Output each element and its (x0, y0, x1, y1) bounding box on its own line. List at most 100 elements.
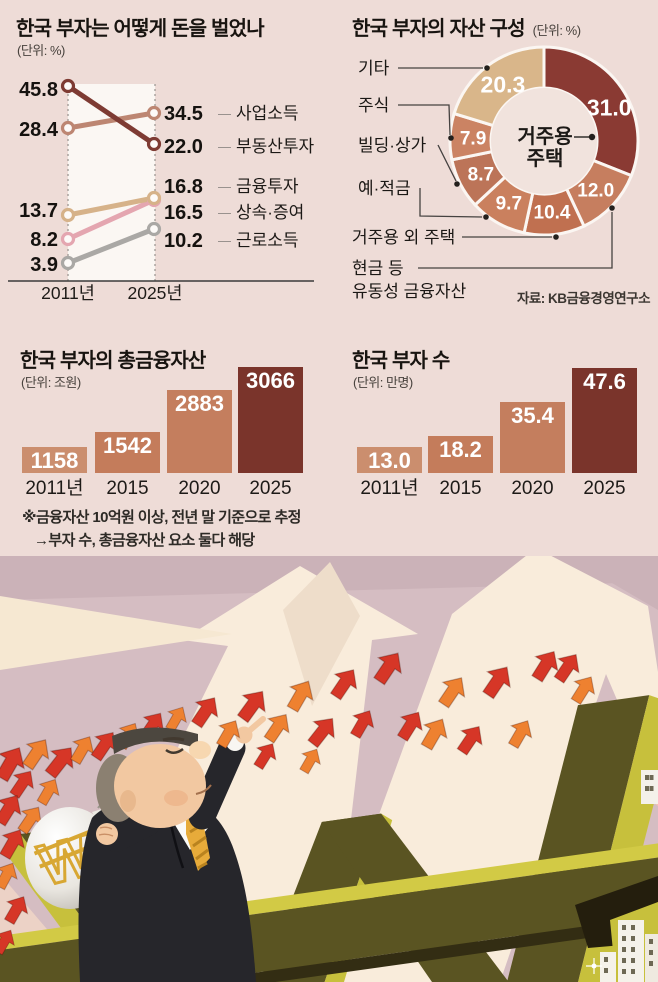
bar-2020 (167, 390, 232, 473)
bar-2025 (238, 367, 303, 473)
bar-category: 2025 (583, 478, 625, 499)
building-1 (645, 934, 658, 982)
slice-value: 10.4 (534, 203, 571, 224)
slope-line-2 (65, 197, 157, 242)
hair-top (112, 727, 198, 754)
arrows-front (190, 650, 596, 775)
slope-line-1 (65, 83, 157, 147)
slice-value: 9.7 (496, 194, 522, 215)
charts-canvas: 2011년 2025년 28.4 34.5 — 사업소득 45.8 22.0 — 부동산투자 8.2… (8, 45, 640, 499)
bar-category: 2015 (106, 478, 148, 499)
spark (586, 958, 602, 974)
bar-value: 1158 (31, 448, 79, 473)
rising-arrow-icon (263, 713, 290, 744)
bar-2025 (572, 368, 637, 473)
value-start: 28.4 (19, 119, 59, 141)
rising-arrow-icon (21, 739, 50, 771)
rising-arrow-icon (570, 676, 596, 706)
cheek (164, 790, 188, 806)
footnote-line-2: →부자 수, 총금융자산 요소 둘다 해당 (34, 532, 255, 549)
rising-arrow-icon (437, 677, 466, 709)
slope-line-4 (65, 226, 157, 266)
slope-chart-title: 한국 부자는 어떻게 돈을 벌었나 (16, 18, 265, 40)
bar-category: 2011년 (25, 477, 83, 499)
donut-callout-label: 기타 (358, 59, 390, 78)
bar-category: 2011년 (360, 477, 418, 499)
rising-arrow-icon (373, 652, 402, 686)
donut-callout-label: 빌딩·상가 (358, 136, 427, 155)
building-3 (641, 770, 658, 804)
donut-callout-label: 예·적금 (358, 179, 411, 198)
assets-bar-title: 한국 부자의 총금융자산 (20, 350, 206, 372)
raised-arm (188, 734, 246, 830)
series-name: 사업소득 (236, 104, 299, 123)
slice-value: 8.7 (468, 164, 494, 185)
rising-arrow-icon (329, 669, 358, 701)
rising-arrow-icon (0, 829, 25, 860)
arrows-back (0, 706, 187, 956)
rising-arrow-icon (456, 725, 483, 756)
rising-arrow-icon (482, 666, 511, 700)
rising-arrow-icon (3, 896, 29, 926)
series-name: 부동산투자 (236, 137, 315, 156)
rising-arrow-icon (36, 778, 60, 807)
rising-arrow-icon (553, 653, 580, 684)
rising-arrow-icon (349, 710, 375, 740)
donut-callout-label: 주식 (358, 96, 389, 115)
value-start: 3.9 (30, 254, 58, 276)
pointing-finger (246, 716, 266, 734)
donut-callout-label: 거주용 외 주택 (352, 228, 455, 247)
bar-2015 (428, 436, 493, 473)
building-2 (600, 952, 616, 982)
rising-arrow-icon (0, 862, 18, 891)
businessman: W (25, 716, 266, 982)
slope-line-0 (65, 110, 157, 131)
eyebrow (162, 737, 185, 742)
slope-chart-unit: (단위: %) (17, 43, 65, 58)
rising-arrow-icon (307, 717, 335, 749)
bar-value: 1542 (103, 433, 152, 458)
value-end: 16.8 (164, 176, 203, 198)
count-bar-unit: (단위: 만명) (353, 375, 413, 390)
mouth (195, 784, 212, 795)
svg-text:—: — (218, 179, 231, 194)
rising-arrow-icon (0, 929, 15, 956)
building-0 (618, 920, 644, 982)
bar-category: 2020 (511, 478, 553, 499)
bar-2020 (500, 402, 565, 473)
rising-arrow-icon (215, 720, 241, 750)
total-financial-assets-chart: 1158 2011년 1542 2015 2883 2020 3066 2025 (22, 367, 303, 499)
svg-text:—: — (218, 205, 231, 220)
rising-arrow-icon (9, 770, 34, 799)
series-name: 금융투자 (236, 177, 299, 196)
donut-hole (491, 88, 597, 194)
slope-chart: 2011년 2025년 28.4 34.5 — 사업소득 45.8 22.0 — 부동산투자 8.2… (8, 78, 315, 303)
footnote: ※금융자산 10억원 이상, 전년 말 기준으로 추정 →부자 수, 총금융자산… (22, 506, 301, 552)
donut-chart-title: 한국 부자의 자산 구성 (352, 18, 525, 40)
rising-arrow-icon (531, 650, 559, 683)
bar-value: 47.6 (583, 369, 626, 394)
svg-text:—: — (218, 139, 231, 154)
value-start: 8.2 (30, 229, 58, 251)
value-end: 22.0 (164, 136, 203, 158)
rising-arrow-icon (299, 748, 321, 775)
bar-category: 2020 (178, 478, 220, 499)
donut-center-label: 거주용 (517, 125, 572, 148)
bar-2011년 (357, 447, 422, 473)
value-start: 13.7 (19, 200, 58, 222)
donut-callout-label: 현금 등 (352, 259, 404, 278)
bar-category: 2015 (439, 478, 481, 499)
series-name: 상속·증여 (236, 203, 304, 222)
x-label: 2025년 (127, 283, 182, 303)
value-end: 10.2 (164, 230, 203, 252)
donut-center-label: 주택 (527, 147, 564, 170)
left-arm (104, 812, 160, 852)
donut-chart-unit: (단위: %) (532, 23, 581, 38)
value-start: 45.8 (19, 79, 58, 101)
rising-arrow-icon (286, 680, 314, 713)
ear (120, 790, 136, 812)
slice-value: 31.0 (587, 94, 632, 120)
source-credit: 자료: KB금융경영연구소 (516, 291, 651, 306)
series-name: 근로소득 (236, 231, 299, 250)
bar-value: 35.4 (511, 403, 555, 428)
